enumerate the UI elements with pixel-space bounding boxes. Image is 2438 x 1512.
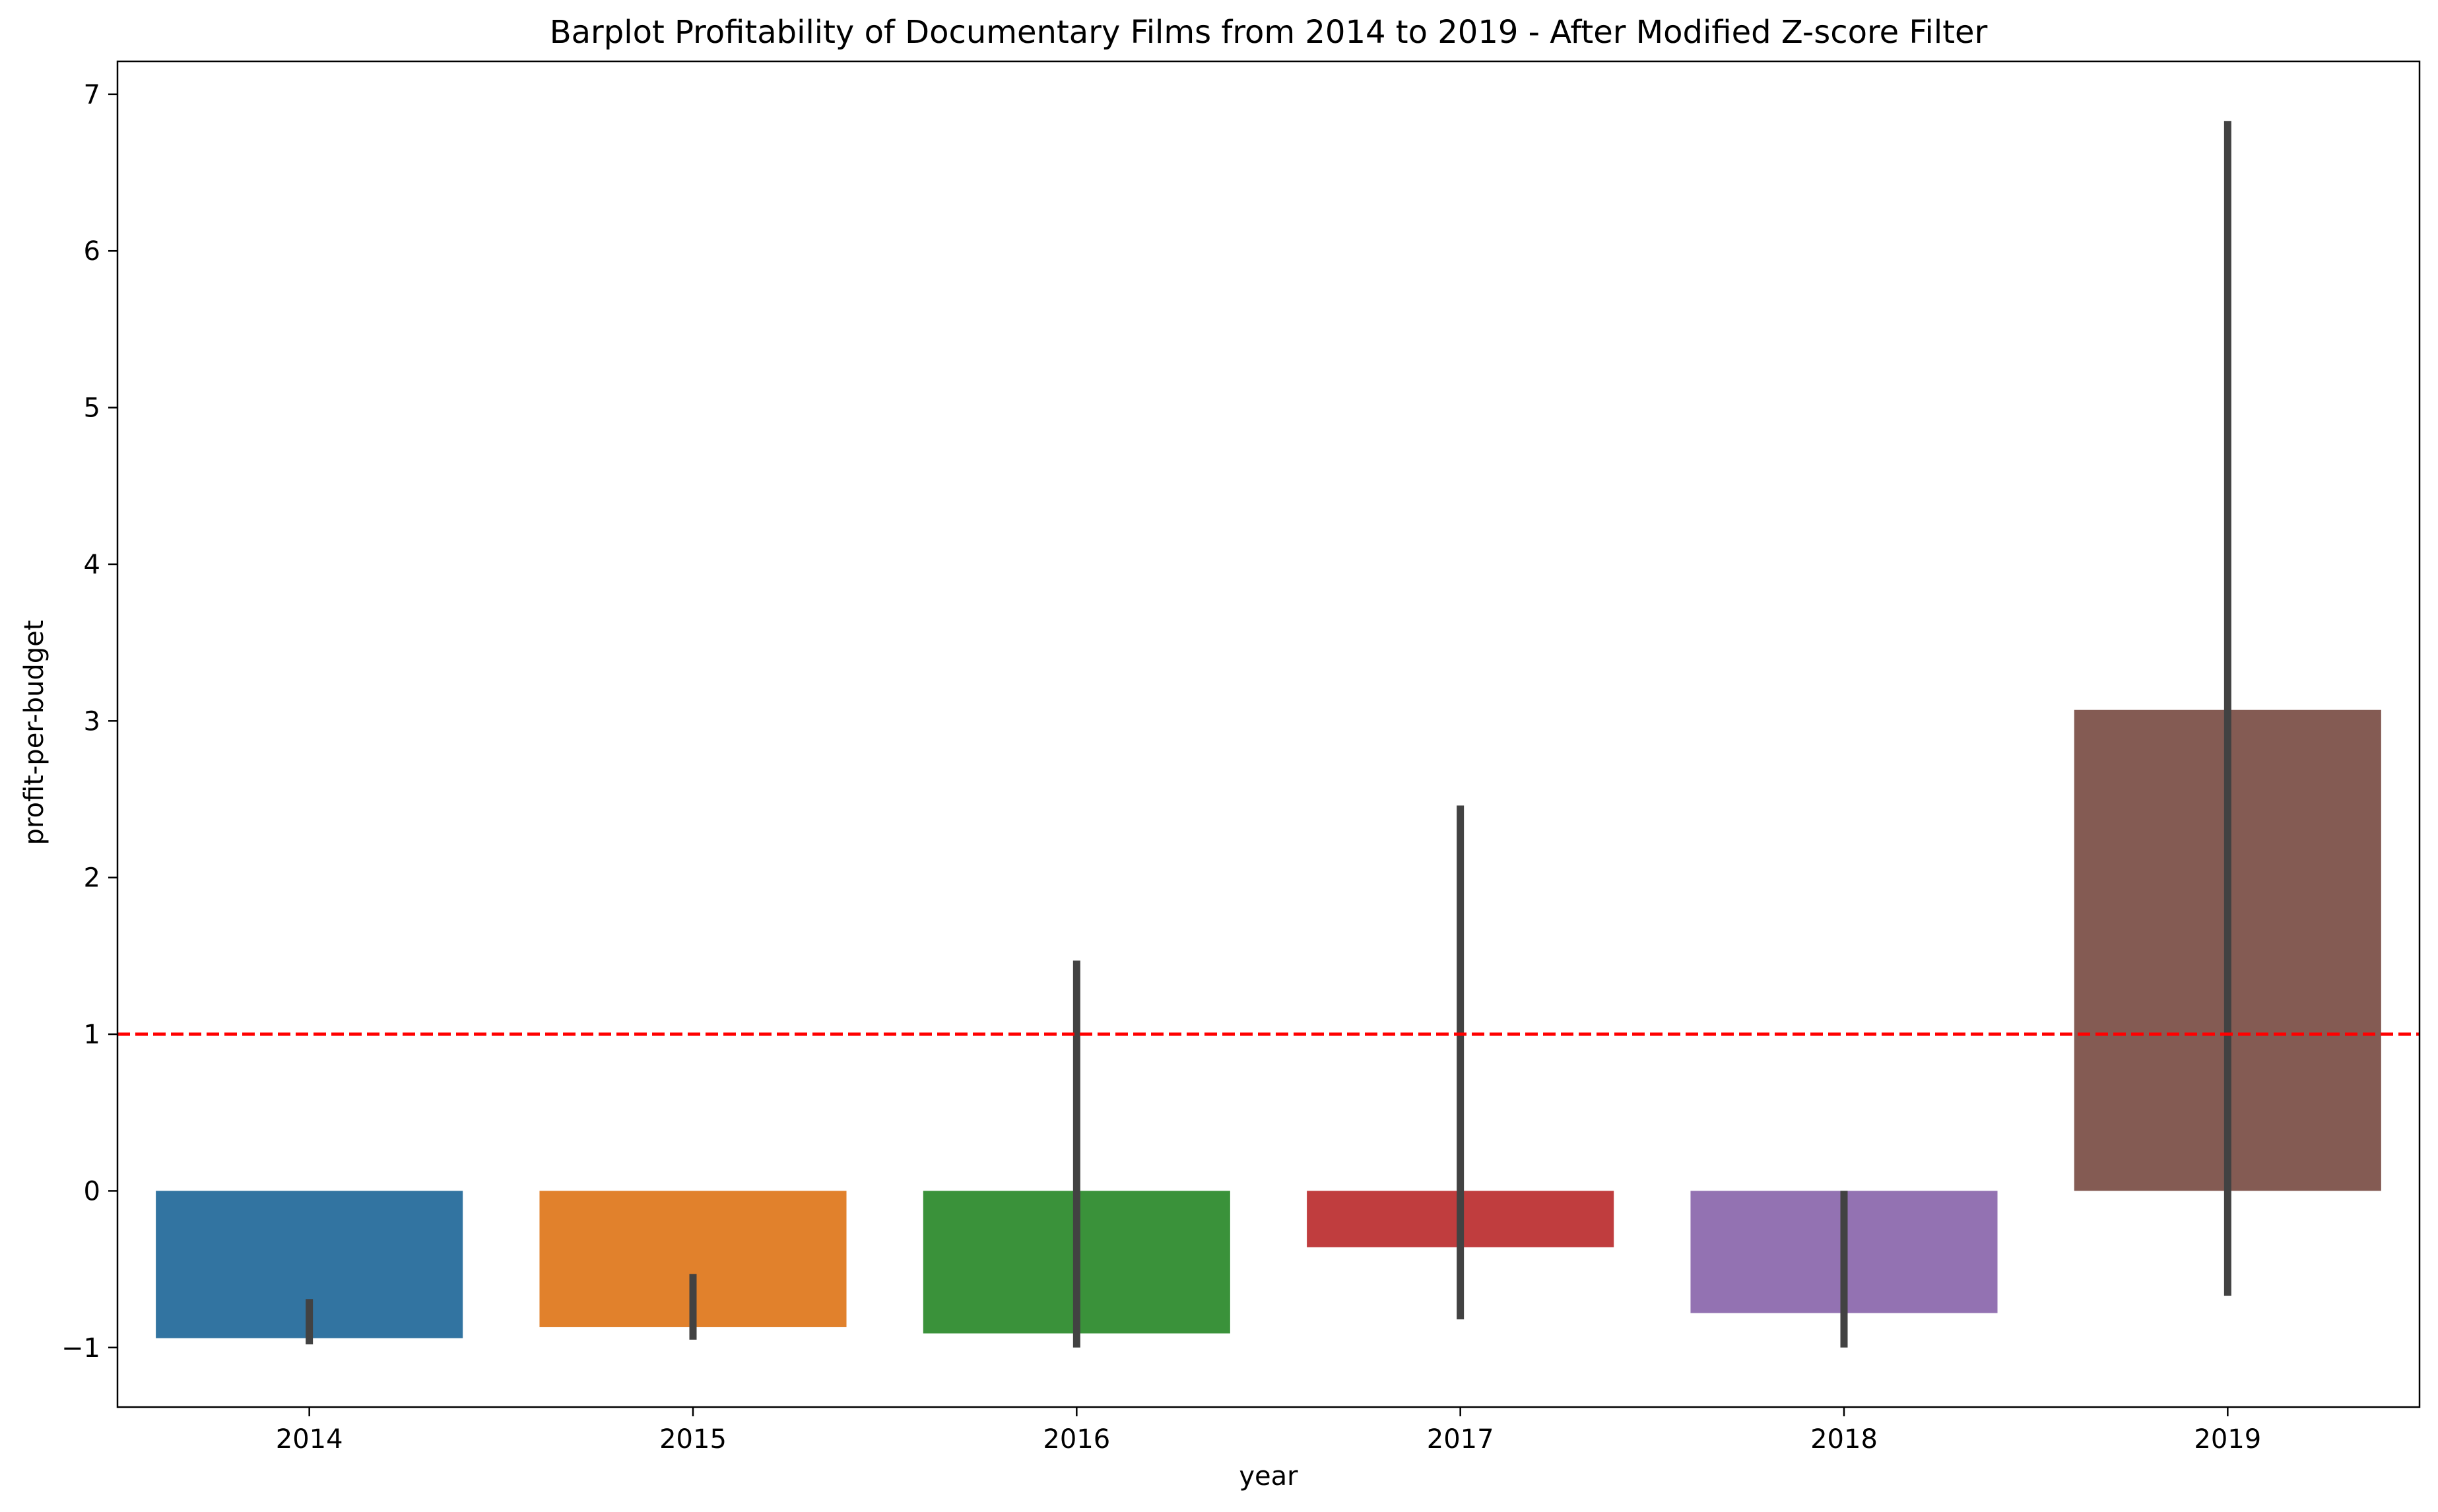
chart-title: Barplot Profitability of Documentary Fil… [550, 14, 1988, 51]
y-tick-label: 4 [84, 550, 100, 580]
error-bars-layer [306, 121, 2231, 1348]
y-tick-label: 3 [84, 706, 100, 737]
y-tick-label: 2 [84, 863, 100, 894]
x-tick-label: 2014 [276, 1424, 343, 1455]
x-tick-label: 2015 [659, 1424, 727, 1455]
x-tick-label: 2017 [1427, 1424, 1494, 1455]
y-tick-label: 7 [84, 80, 100, 110]
y-tick-label: −1 [61, 1333, 100, 1364]
y-tick-label: 1 [84, 1020, 100, 1050]
x-tick-label: 2018 [1810, 1424, 1878, 1455]
y-axis-label: profit-per-budget [19, 620, 49, 845]
y-tick-label: 6 [84, 236, 100, 267]
x-axis-label: year [1239, 1461, 1298, 1492]
x-axis: 2014 2015 2016 2017 2018 2019 [276, 1407, 2261, 1455]
y-tick-label: 5 [84, 393, 100, 424]
y-tick-label: 0 [84, 1176, 100, 1206]
x-tick-label: 2019 [2194, 1424, 2261, 1455]
plot-frame [116, 60, 2421, 1408]
x-tick-label: 2016 [1043, 1424, 1110, 1455]
y-axis: −1 0 1 2 3 4 5 6 7 [61, 80, 117, 1364]
